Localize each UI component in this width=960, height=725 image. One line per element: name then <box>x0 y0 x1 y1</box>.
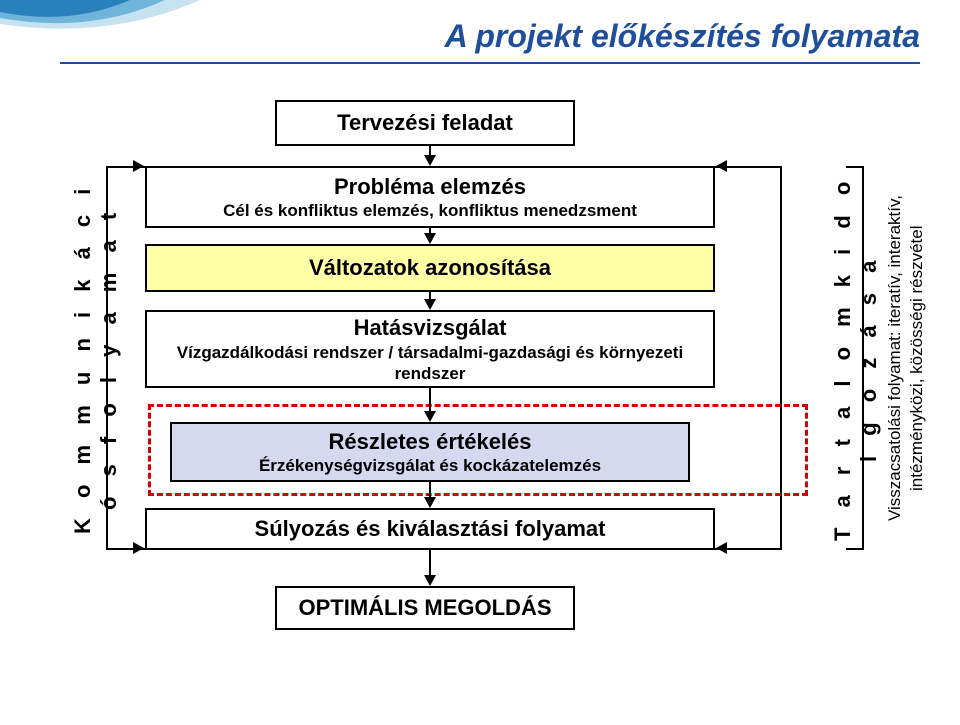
right-vertical-label-1: T a r t a l o m k i d o l g o z á s a <box>830 166 882 550</box>
box-problema-elemzes: Probléma elemzés Cél és konfliktus elemz… <box>145 166 715 228</box>
box-tervezesi-feladat: Tervezési feladat <box>275 100 575 146</box>
box-optimalis-megoldas: OPTIMÁLIS MEGOLDÁS <box>275 586 575 630</box>
page-title: A projekt előkészítés folyamata <box>0 0 960 55</box>
box-hatasvizsgalat: Hatásvizsgálat Vízgazdálkodási rendszer … <box>145 310 715 388</box>
box-reszletes-ertekeles: Részletes értékelés Érzékenységvizsgálat… <box>170 422 690 482</box>
right-vertical-label-2: Visszacsatolási folyamat: iteratív, inte… <box>884 166 928 550</box>
box-valtozatok-azonositasa: Változatok azonosítása <box>145 244 715 292</box>
title-underline <box>60 62 920 64</box>
left-vertical-label: K o m m u n i k á c i ó s f o l y a m a … <box>70 166 122 550</box>
flow-diagram: K o m m u n i k á c i ó s f o l y a m a … <box>0 100 960 700</box>
right-connector-line-2 <box>862 166 864 550</box>
box-sulyozas: Súlyozás és kiválasztási folyamat <box>145 508 715 550</box>
left-connector-line <box>106 166 108 550</box>
